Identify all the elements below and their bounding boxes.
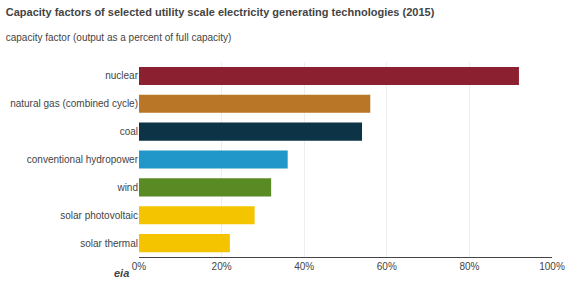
svg-text:coal: coal (120, 126, 138, 137)
svg-text:80%: 80% (459, 261, 479, 272)
svg-text:0%: 0% (132, 261, 147, 272)
svg-text:conventional hydropower: conventional hydropower (27, 154, 139, 165)
svg-text:Capacity factors of selected u: Capacity factors of selected utility sca… (6, 6, 435, 18)
svg-text:capacity factor (output as a p: capacity factor (output as a percent of … (6, 32, 232, 43)
svg-text:20%: 20% (212, 261, 232, 272)
svg-text:eia: eia (114, 267, 129, 279)
svg-text:solar photovoltaic: solar photovoltaic (60, 210, 138, 221)
svg-text:natural gas (combined cycle): natural gas (combined cycle) (10, 98, 138, 109)
svg-text:100%: 100% (539, 261, 565, 272)
svg-text:60%: 60% (377, 261, 397, 272)
svg-text:40%: 40% (294, 261, 314, 272)
svg-text:wind: wind (116, 182, 138, 193)
svg-text:nuclear: nuclear (105, 70, 138, 81)
svg-text:solar thermal: solar thermal (80, 238, 138, 249)
